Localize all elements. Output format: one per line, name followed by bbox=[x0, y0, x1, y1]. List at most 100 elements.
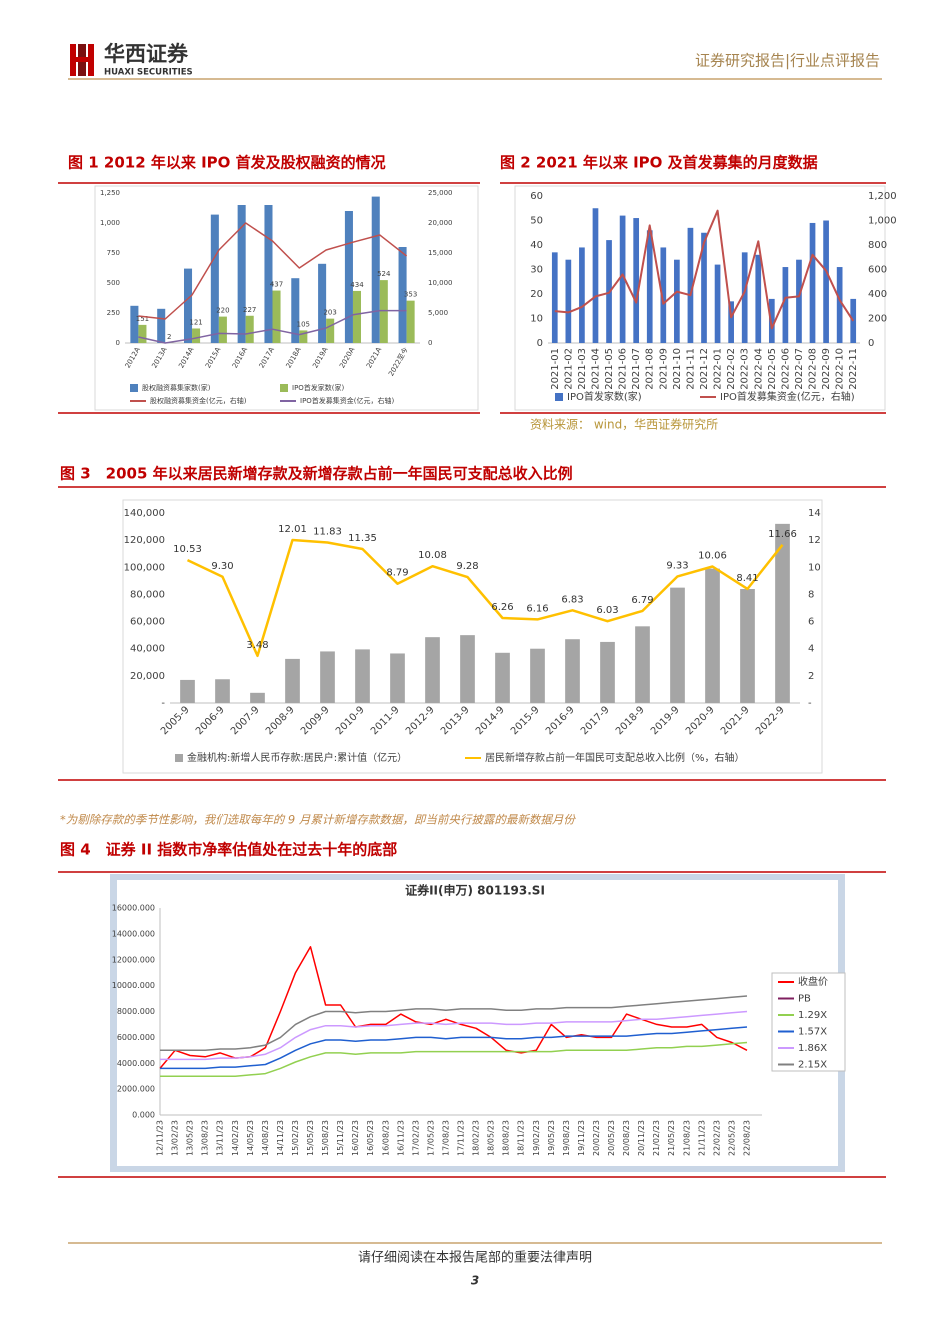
bar bbox=[406, 300, 415, 343]
bar bbox=[157, 308, 166, 343]
y-tick-label: 120,000 bbox=[124, 535, 165, 546]
x-tick-label: 17/05/23 bbox=[426, 1120, 435, 1156]
line-series bbox=[160, 1010, 748, 1061]
y-tick-label: 12000.000 bbox=[112, 955, 155, 964]
bar bbox=[635, 626, 650, 703]
x-tick-label: 2021-10 bbox=[672, 348, 683, 390]
bar bbox=[320, 651, 335, 703]
bar bbox=[600, 641, 615, 703]
y-tick-label: 1,250 bbox=[100, 189, 120, 197]
x-tick-label: 2021-01 bbox=[550, 348, 561, 390]
legend-label: 金融机构:新增人民币存款:居民户:累计值（亿元） bbox=[187, 751, 407, 764]
line-series bbox=[138, 222, 408, 320]
data-label: 437 bbox=[270, 281, 283, 289]
x-tick-label: 21/05/23 bbox=[667, 1120, 676, 1156]
y-tick-label: 14000.000 bbox=[112, 929, 155, 938]
chart-frame bbox=[514, 185, 886, 411]
x-tick-label: 14/05/23 bbox=[246, 1120, 255, 1156]
figure-caption: 图 3 2005 年以来居民新增存款及新增存款占前一年国民可支配总收入比例 bbox=[60, 465, 573, 483]
bar bbox=[670, 587, 685, 703]
y-tick-label: 20,000 bbox=[130, 671, 165, 682]
x-tick-label: 18/05/23 bbox=[487, 1120, 496, 1156]
data-label: 11.35 bbox=[348, 533, 377, 544]
line-series bbox=[138, 309, 407, 344]
figure-caption: 图 1 2012 年以来 IPO 首发及股权融资的情况 bbox=[68, 154, 386, 172]
bar bbox=[326, 318, 335, 343]
x-tick-label: 22/05/23 bbox=[727, 1120, 736, 1156]
bar bbox=[565, 639, 580, 703]
x-tick-label: 2020-9 bbox=[684, 704, 717, 737]
bar bbox=[701, 232, 707, 343]
bar bbox=[285, 658, 300, 703]
y-tick-label: 20 bbox=[530, 289, 543, 300]
bar bbox=[344, 211, 353, 343]
data-label: 6.16 bbox=[526, 603, 548, 614]
bar bbox=[237, 205, 246, 343]
x-tick-label: 2022至今 bbox=[386, 346, 410, 378]
y2-tick-label: 2 bbox=[808, 671, 814, 682]
bar bbox=[425, 637, 440, 703]
bar bbox=[192, 328, 201, 343]
x-tick-label: 19/08/23 bbox=[562, 1120, 571, 1156]
x-tick-label: 2021-09 bbox=[658, 348, 669, 390]
bar bbox=[184, 268, 193, 343]
data-label: 524 bbox=[377, 270, 391, 278]
bar bbox=[250, 692, 265, 703]
logo-en: HUAXI SECURITIES bbox=[104, 68, 193, 78]
y2-tick-label: 25,000 bbox=[428, 189, 453, 197]
x-tick-label: 20/11/23 bbox=[637, 1120, 646, 1156]
bar bbox=[579, 247, 585, 343]
bar bbox=[215, 679, 230, 703]
x-tick-label: 13/11/23 bbox=[216, 1120, 225, 1156]
bar bbox=[272, 290, 281, 343]
bar bbox=[138, 324, 147, 343]
x-tick-label: 2013-9 bbox=[439, 704, 472, 737]
x-tick-label: 2006-9 bbox=[194, 704, 227, 737]
x-tick-label: 2010-9 bbox=[334, 704, 367, 737]
data-label: 10.08 bbox=[418, 550, 447, 561]
y-tick-label: 10000.000 bbox=[112, 981, 155, 990]
data-label: 220 bbox=[216, 307, 229, 315]
bar bbox=[809, 222, 816, 343]
figure-caption: 图 4 证券 II 指数市净率估值处在过去十年的底部 bbox=[60, 841, 397, 859]
bar bbox=[352, 290, 361, 343]
y-tick-label: 40,000 bbox=[130, 644, 165, 655]
data-label: 203 bbox=[323, 309, 336, 317]
data-label: 9.33 bbox=[666, 560, 688, 571]
data-label: 11.66 bbox=[768, 529, 797, 540]
x-tick-label: 2009-9 bbox=[299, 704, 332, 737]
x-tick-label: 15/02/23 bbox=[291, 1120, 300, 1156]
x-tick-label: 2014A bbox=[177, 346, 195, 370]
x-tick-label: 2018-9 bbox=[614, 704, 647, 737]
x-tick-label: 2016A bbox=[231, 346, 249, 370]
legend-label: 1.86X bbox=[798, 1043, 827, 1054]
bar bbox=[796, 259, 802, 343]
footer-disclaimer: 请仔细阅读在本报告尾部的重要法律声明 bbox=[358, 1250, 592, 1266]
legend-swatch bbox=[555, 393, 563, 401]
bar bbox=[660, 247, 667, 343]
legend-label: IPO首发家数(家) bbox=[292, 383, 345, 392]
y-tick-label: 1,000 bbox=[100, 219, 120, 227]
legend-label: 股权融资募集资金(亿元，右轴) bbox=[150, 396, 247, 405]
bar bbox=[210, 214, 219, 343]
y-tick-label: - bbox=[161, 698, 165, 709]
bar bbox=[687, 227, 694, 343]
x-tick-label: 17/08/23 bbox=[441, 1120, 450, 1156]
y2-tick-label: - bbox=[808, 698, 812, 709]
bar bbox=[633, 218, 640, 343]
data-label: 6.03 bbox=[596, 605, 618, 616]
y-tick-label: 2000.000 bbox=[117, 1085, 155, 1094]
logo-bar bbox=[74, 57, 92, 62]
data-label: 151 bbox=[136, 315, 149, 323]
source-note: 资料来源： wind，华西证券研究所 bbox=[530, 417, 718, 432]
x-tick-label: 2017-9 bbox=[579, 704, 612, 737]
x-tick-label: 16/11/23 bbox=[396, 1120, 405, 1156]
y-tick-label: 250 bbox=[107, 309, 120, 317]
x-tick-label: 12/11/23 bbox=[156, 1120, 165, 1156]
data-label: 10.06 bbox=[698, 550, 727, 561]
y-tick-label: 500 bbox=[107, 279, 120, 287]
x-tick-label: 2012A bbox=[124, 346, 142, 370]
bar bbox=[592, 208, 599, 343]
x-tick-label: 21/02/23 bbox=[652, 1120, 661, 1156]
